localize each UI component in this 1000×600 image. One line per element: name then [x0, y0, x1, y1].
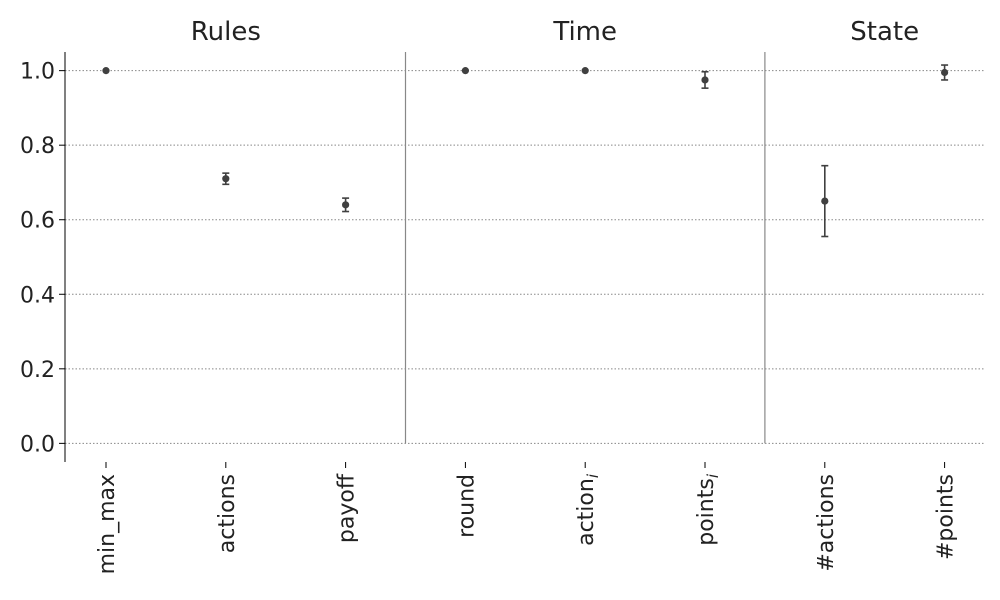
group-label: Rules — [191, 17, 261, 47]
group-labels: Rules Time State — [191, 17, 919, 47]
x-tick-label-base: #points — [934, 474, 959, 560]
data-point — [701, 76, 709, 84]
x-tick-label: min_max — [95, 474, 120, 574]
data-point — [821, 197, 829, 205]
axes — [59, 52, 946, 468]
x-tick-label-base: #actions — [814, 474, 839, 572]
x-tick-label: actioni — [574, 473, 602, 546]
y-tick-label: 1.0 — [20, 60, 55, 85]
x-tick-label-base: actions — [215, 474, 240, 553]
x-tick-label-base: points — [694, 478, 719, 546]
x-tick-label-base: payoff — [335, 473, 360, 543]
x-tick-label-base: round — [454, 474, 479, 538]
data-point — [102, 67, 110, 75]
data-point — [342, 201, 350, 209]
data-point — [941, 68, 949, 77]
data-point — [581, 67, 589, 75]
group-label: Time — [552, 17, 617, 47]
x-tick-label: #points — [934, 474, 959, 560]
x-tick-label: pointsi — [694, 473, 722, 546]
y-tick-labels: 0.0 0.2 0.4 0.6 0.8 1.0 — [20, 60, 55, 458]
y-tick-label: 0.6 — [20, 209, 55, 234]
y-tick-label: 0.4 — [20, 283, 55, 308]
group-label: State — [850, 17, 919, 47]
x-tick-label: actions — [215, 474, 240, 553]
y-tick-label: 0.0 — [20, 432, 55, 457]
x-tick-label-subscript: i — [584, 473, 602, 478]
group-separators — [404, 52, 766, 444]
x-tick-label: round — [454, 474, 479, 538]
x-tick-label-subscript: i — [704, 473, 722, 478]
data-point — [222, 175, 230, 183]
x-tick-label: payoff — [335, 473, 360, 543]
x-tick-label-base: action — [574, 478, 599, 546]
data-points — [102, 64, 949, 238]
x-tick-label: #actions — [814, 474, 839, 572]
grid-lines — [65, 70, 985, 444]
data-point — [461, 67, 469, 75]
y-tick-label: 0.8 — [20, 134, 55, 159]
y-tick-label: 0.2 — [20, 358, 55, 383]
x-tick-label-base: min_max — [95, 474, 120, 574]
